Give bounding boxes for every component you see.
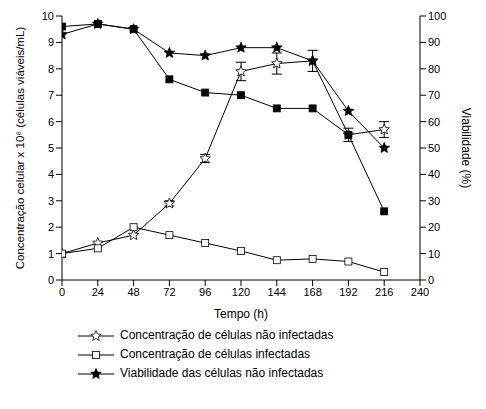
svg-text:10: 10 (42, 10, 54, 22)
svg-text:9: 9 (48, 36, 54, 48)
svg-text:192: 192 (339, 286, 357, 298)
svg-text:30: 30 (428, 195, 440, 207)
html-text:Concentração de células infect: Concentração de células infectadas (120, 347, 311, 361)
svg-text:96: 96 (199, 286, 211, 298)
svg-text:Concentração celular x 10⁶ (cé: Concentração celular x 10⁶ (células viáv… (14, 27, 26, 270)
html-text:Concentração de células não in: Concentração de células não infectadas (120, 328, 334, 342)
svg-text:216: 216 (375, 286, 393, 298)
svg-text:2: 2 (48, 221, 54, 233)
svg-text:4: 4 (48, 168, 54, 180)
svg-text:240: 240 (411, 286, 429, 298)
svg-text:0: 0 (59, 286, 65, 298)
html-text:Viabilidade das células não in: Viabilidade das células não infectadas (120, 366, 324, 380)
svg-text:7: 7 (48, 89, 54, 101)
svg-text:5: 5 (48, 142, 54, 154)
svg-text:0: 0 (48, 274, 54, 286)
svg-text:80: 80 (428, 63, 440, 75)
svg-text:100: 100 (428, 10, 446, 22)
svg-text:0: 0 (428, 274, 434, 286)
svg-text:8: 8 (48, 63, 54, 75)
svg-text:40: 40 (428, 168, 440, 180)
svg-text:1: 1 (48, 248, 54, 260)
svg-text:Viabilidade (%): Viabilidade (%) (459, 108, 473, 189)
svg-text:144: 144 (268, 286, 286, 298)
svg-text:48: 48 (127, 286, 139, 298)
svg-text:6: 6 (48, 116, 54, 128)
svg-text:60: 60 (428, 116, 440, 128)
svg-text:120: 120 (232, 286, 250, 298)
svg-text:3: 3 (48, 195, 54, 207)
svg-text:50: 50 (428, 142, 440, 154)
svg-text:Tempo (h): Tempo (h) (214, 307, 268, 321)
svg-text:24: 24 (92, 286, 104, 298)
svg-text:90: 90 (428, 36, 440, 48)
svg-text:10: 10 (428, 248, 440, 260)
svg-text:70: 70 (428, 89, 440, 101)
svg-text:168: 168 (303, 286, 321, 298)
svg-text:72: 72 (163, 286, 175, 298)
svg-text:20: 20 (428, 221, 440, 233)
